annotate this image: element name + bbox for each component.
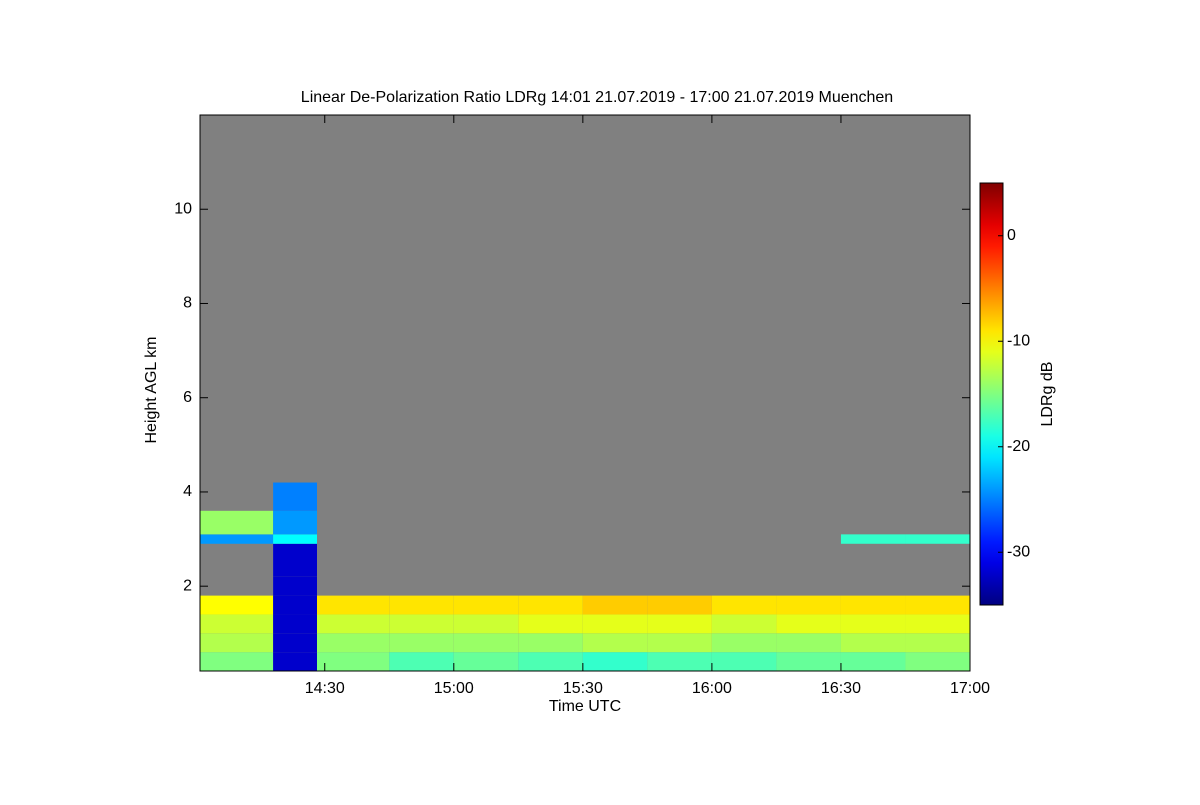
heatmap-cell [273,595,317,615]
heatmap-cell [711,614,777,634]
heatmap-cell [647,614,712,634]
heatmap-cell [776,652,841,671]
heatmap-cell [776,614,841,634]
x-tick-label: 16:00 [692,680,732,697]
y-tick-label: 10 [174,200,192,217]
heatmap-cell [389,633,454,653]
x-tick-label: 15:00 [434,680,474,697]
heatmap-cell [582,595,648,615]
heatmap-cell [905,633,970,653]
heatmap-cell [316,614,390,634]
heatmap-cell [200,534,274,544]
heatmap-cell [273,543,317,577]
heatmap-cell [647,652,712,671]
plot-background [200,115,970,671]
heatmap-cell [316,633,390,653]
heatmap-cell [453,614,519,634]
heatmap-cell [776,633,841,653]
heatmap-cell [518,614,583,634]
colorbar-label: LDRg dB [1039,362,1056,427]
x-tick-label: 16:30 [821,680,861,697]
colorbar-tick-label: 0 [1007,227,1016,244]
x-axis-label: Time UTC [549,698,621,715]
heatmap-cell [389,595,454,615]
heatmap-cell [389,614,454,634]
colorbar-tick-label: -10 [1007,332,1030,349]
x-tick-label: 15:30 [563,680,603,697]
heatmap-cell [273,652,317,671]
heatmap-cell [273,482,317,511]
x-tick-label: 14:30 [305,680,345,697]
colorbar [979,182,1004,606]
chart-title: Linear De-Polarization Ratio LDRg 14:01 … [301,89,893,106]
heatmap-cell [200,614,274,634]
heatmap-cell [776,595,841,615]
heatmap-cell [647,595,712,615]
heatmap-cell [905,652,970,671]
x-tick-label: 17:00 [950,680,990,697]
heatmap-cell [711,633,777,653]
heatmap-cell [711,595,777,615]
y-tick-label: 2 [183,577,192,594]
heatmap-cell [453,633,519,653]
y-tick-label: 6 [183,389,192,406]
heatmap-cell [316,595,390,615]
heatmap-cell [273,633,317,653]
heatmap-cell [518,595,583,615]
y-tick-label: 4 [183,483,192,500]
heatmap-cell [316,652,390,671]
plot-frame [199,114,971,672]
heatmap-cell [453,652,519,671]
heatmap-cell [518,633,583,653]
heatmap-cell [905,614,970,634]
heatmap-cell [582,614,648,634]
heatmap-cell [840,614,906,634]
heatmap-cell [518,652,583,671]
heatmap-cell [647,633,712,653]
heatmap-cell [711,652,777,671]
heatmap-cell [840,595,906,615]
heatmap-cell [273,534,317,544]
heatmap-cell [200,633,274,653]
heatmap-cell [273,614,317,634]
heatmap-cell [273,510,317,535]
colorbar-tick-label: -20 [1007,438,1030,455]
y-tick-label: 8 [183,295,192,312]
heatmap-cell [453,595,519,615]
heatmap-cell [389,652,454,671]
heatmap-cell [582,652,648,671]
heatmap-cell [273,576,317,596]
heatmap-cell [840,534,906,544]
heatmap-cell [905,595,970,615]
heatmap-cell [200,652,274,671]
heatmap-cell [905,534,970,544]
heatmap-cell [582,633,648,653]
heatmap-cell [840,652,906,671]
heatmap-cell [840,633,906,653]
y-axis-label: Height AGL km [143,336,160,443]
colorbar-tick-label: -30 [1007,543,1030,560]
heatmap-cell [200,595,274,615]
heatmap-cell [200,510,274,535]
